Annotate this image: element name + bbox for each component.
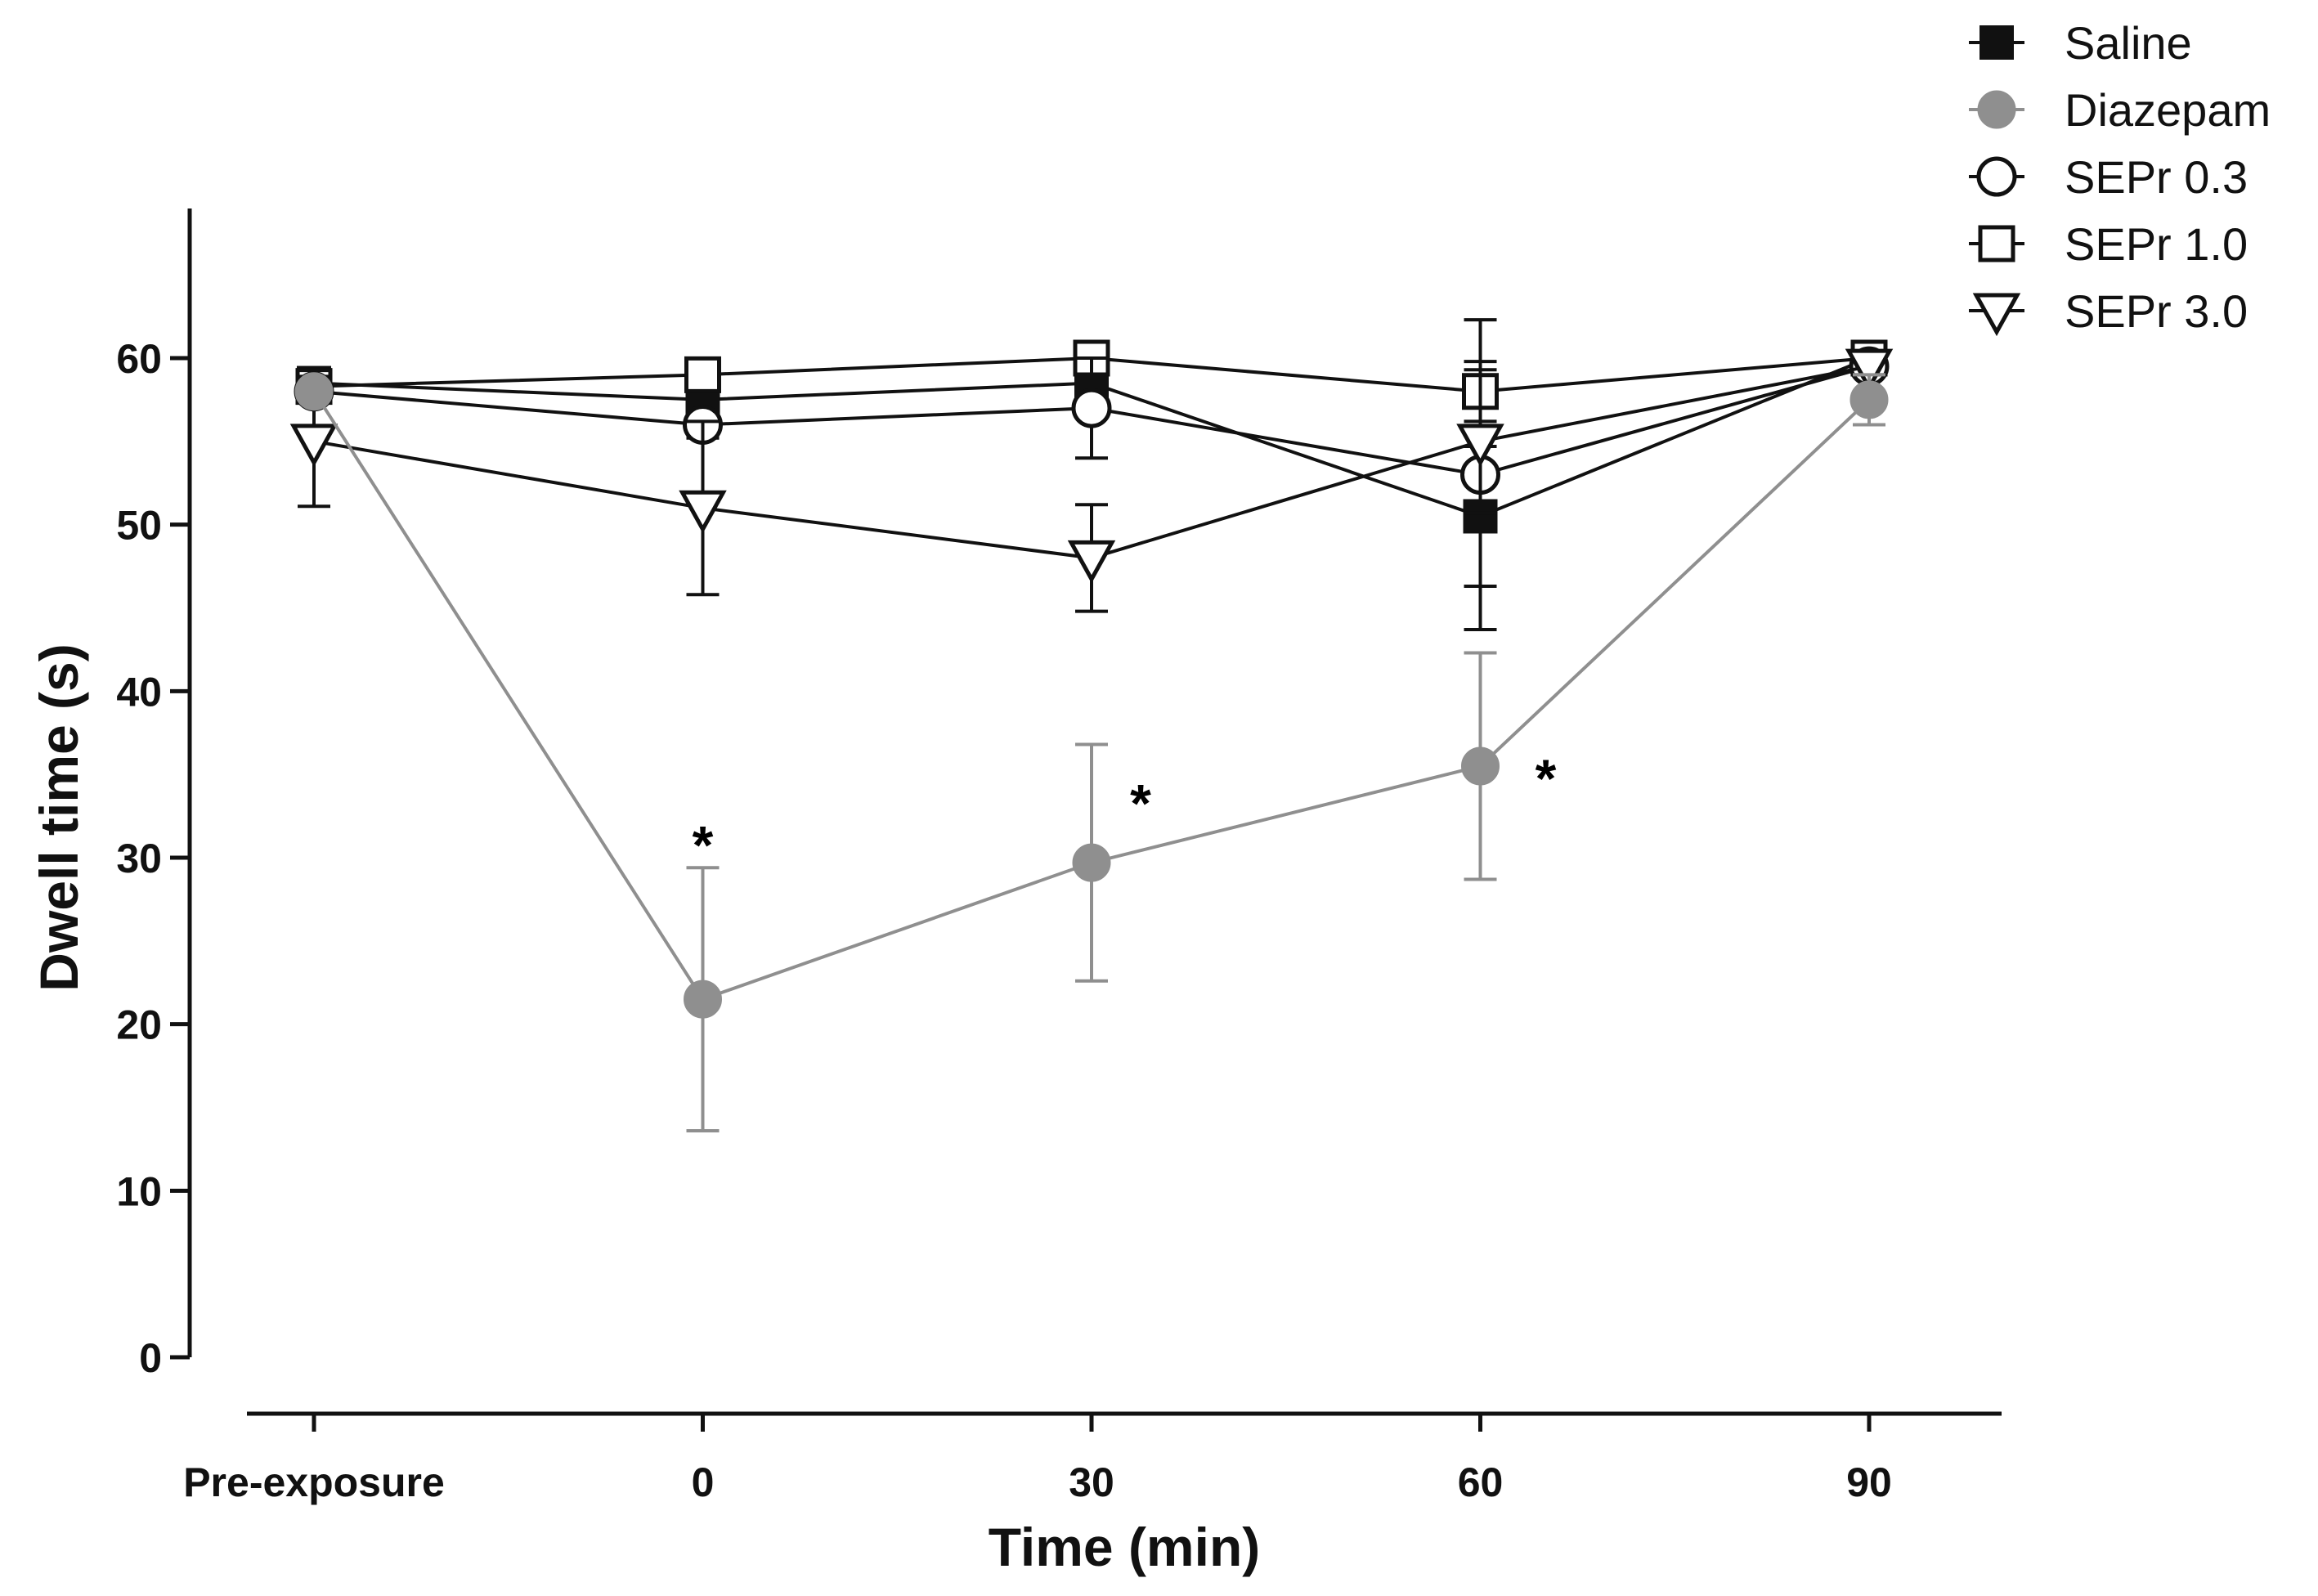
legend-marker-saline [1979,25,2014,60]
significance-marker-0: * [693,814,714,875]
y-ticks: 0 10 20 30 40 50 60 [116,336,190,1381]
legend-item-diazepam: Diazepam [1969,84,2271,136]
data-point-diazepam-30 [1072,843,1111,882]
y-tick-label-20: 20 [116,1002,162,1048]
legend-item-sepr-1-0: SEPr 1.0 [1969,218,2248,270]
data-point-sepr-3-0-30 [1067,540,1116,584]
data-point-diazepam-pre-exposure [294,372,334,411]
x-tick-label-90: 90 [1846,1459,1892,1505]
data-point-diazepam-60 [1461,746,1500,786]
x-tick-label-30: 30 [1069,1459,1114,1505]
significance-marker-30: * [1130,773,1151,834]
data-point-diazepam-0 [684,980,722,1019]
legend-item-sepr-3-0: SEPr 3.0 [1969,285,2248,337]
legend-marker-diazepam [1977,90,2016,129]
significance-marker-60: * [1536,748,1557,809]
y-tick-label-30: 30 [116,836,162,881]
y-tick-label-0: 0 [139,1335,162,1381]
data-point-sepr-3-0-0 [679,490,727,534]
data-point-diazepam-90 [1849,380,1889,419]
annotation-layer: * * * [693,748,1557,875]
legend: Saline Diazepam SEPr 0.3 SEPr 1.0 SEPr 3.0 [1969,17,2271,337]
y-tick-label-60: 60 [116,336,162,382]
y-tick-label-50: 50 [116,503,162,549]
data-point-sepr-1-0-0 [684,356,721,393]
legend-label-sepr-1-0: SEPr 1.0 [2065,218,2248,270]
y-tick-label-40: 40 [116,669,162,715]
legend-label-sepr-3-0: SEPr 3.0 [2065,285,2248,337]
series-layer [289,318,1894,1133]
x-tick-label-pre-exposure: Pre-exposure [183,1459,445,1505]
legend-label-diazepam: Diazepam [2065,84,2271,136]
legend-item-saline: Saline [1969,17,2192,69]
y-axis-title: Dwell time (s) [29,643,89,991]
x-tick-label-60: 60 [1458,1459,1504,1505]
axes [187,208,2002,1416]
x-tick-label-0: 0 [692,1459,715,1505]
legend-marker-sepr-1-0 [1978,225,2015,262]
y-tick-label-10: 10 [116,1168,162,1214]
data-point-sepr-3-0-60 [1456,424,1504,467]
legend-marker-sepr-3-0 [1972,293,2021,337]
legend-label-sepr-0-3: SEPr 0.3 [2065,151,2248,203]
x-ticks: Pre-exposure 0 30 60 90 [183,1414,1892,1505]
legend-marker-sepr-0-3 [1976,156,2017,197]
data-point-sepr-3-0-pre-exposure [289,424,339,467]
data-point-sepr-3-0-90 [1845,348,1894,392]
series-diazepam [294,372,1889,1133]
legend-label-saline: Saline [2065,17,2192,69]
legend-item-sepr-0-3: SEPr 0.3 [1969,151,2248,203]
x-axis-title: Time (min) [989,1517,1260,1577]
data-point-sepr-0-3-30 [1071,388,1112,428]
